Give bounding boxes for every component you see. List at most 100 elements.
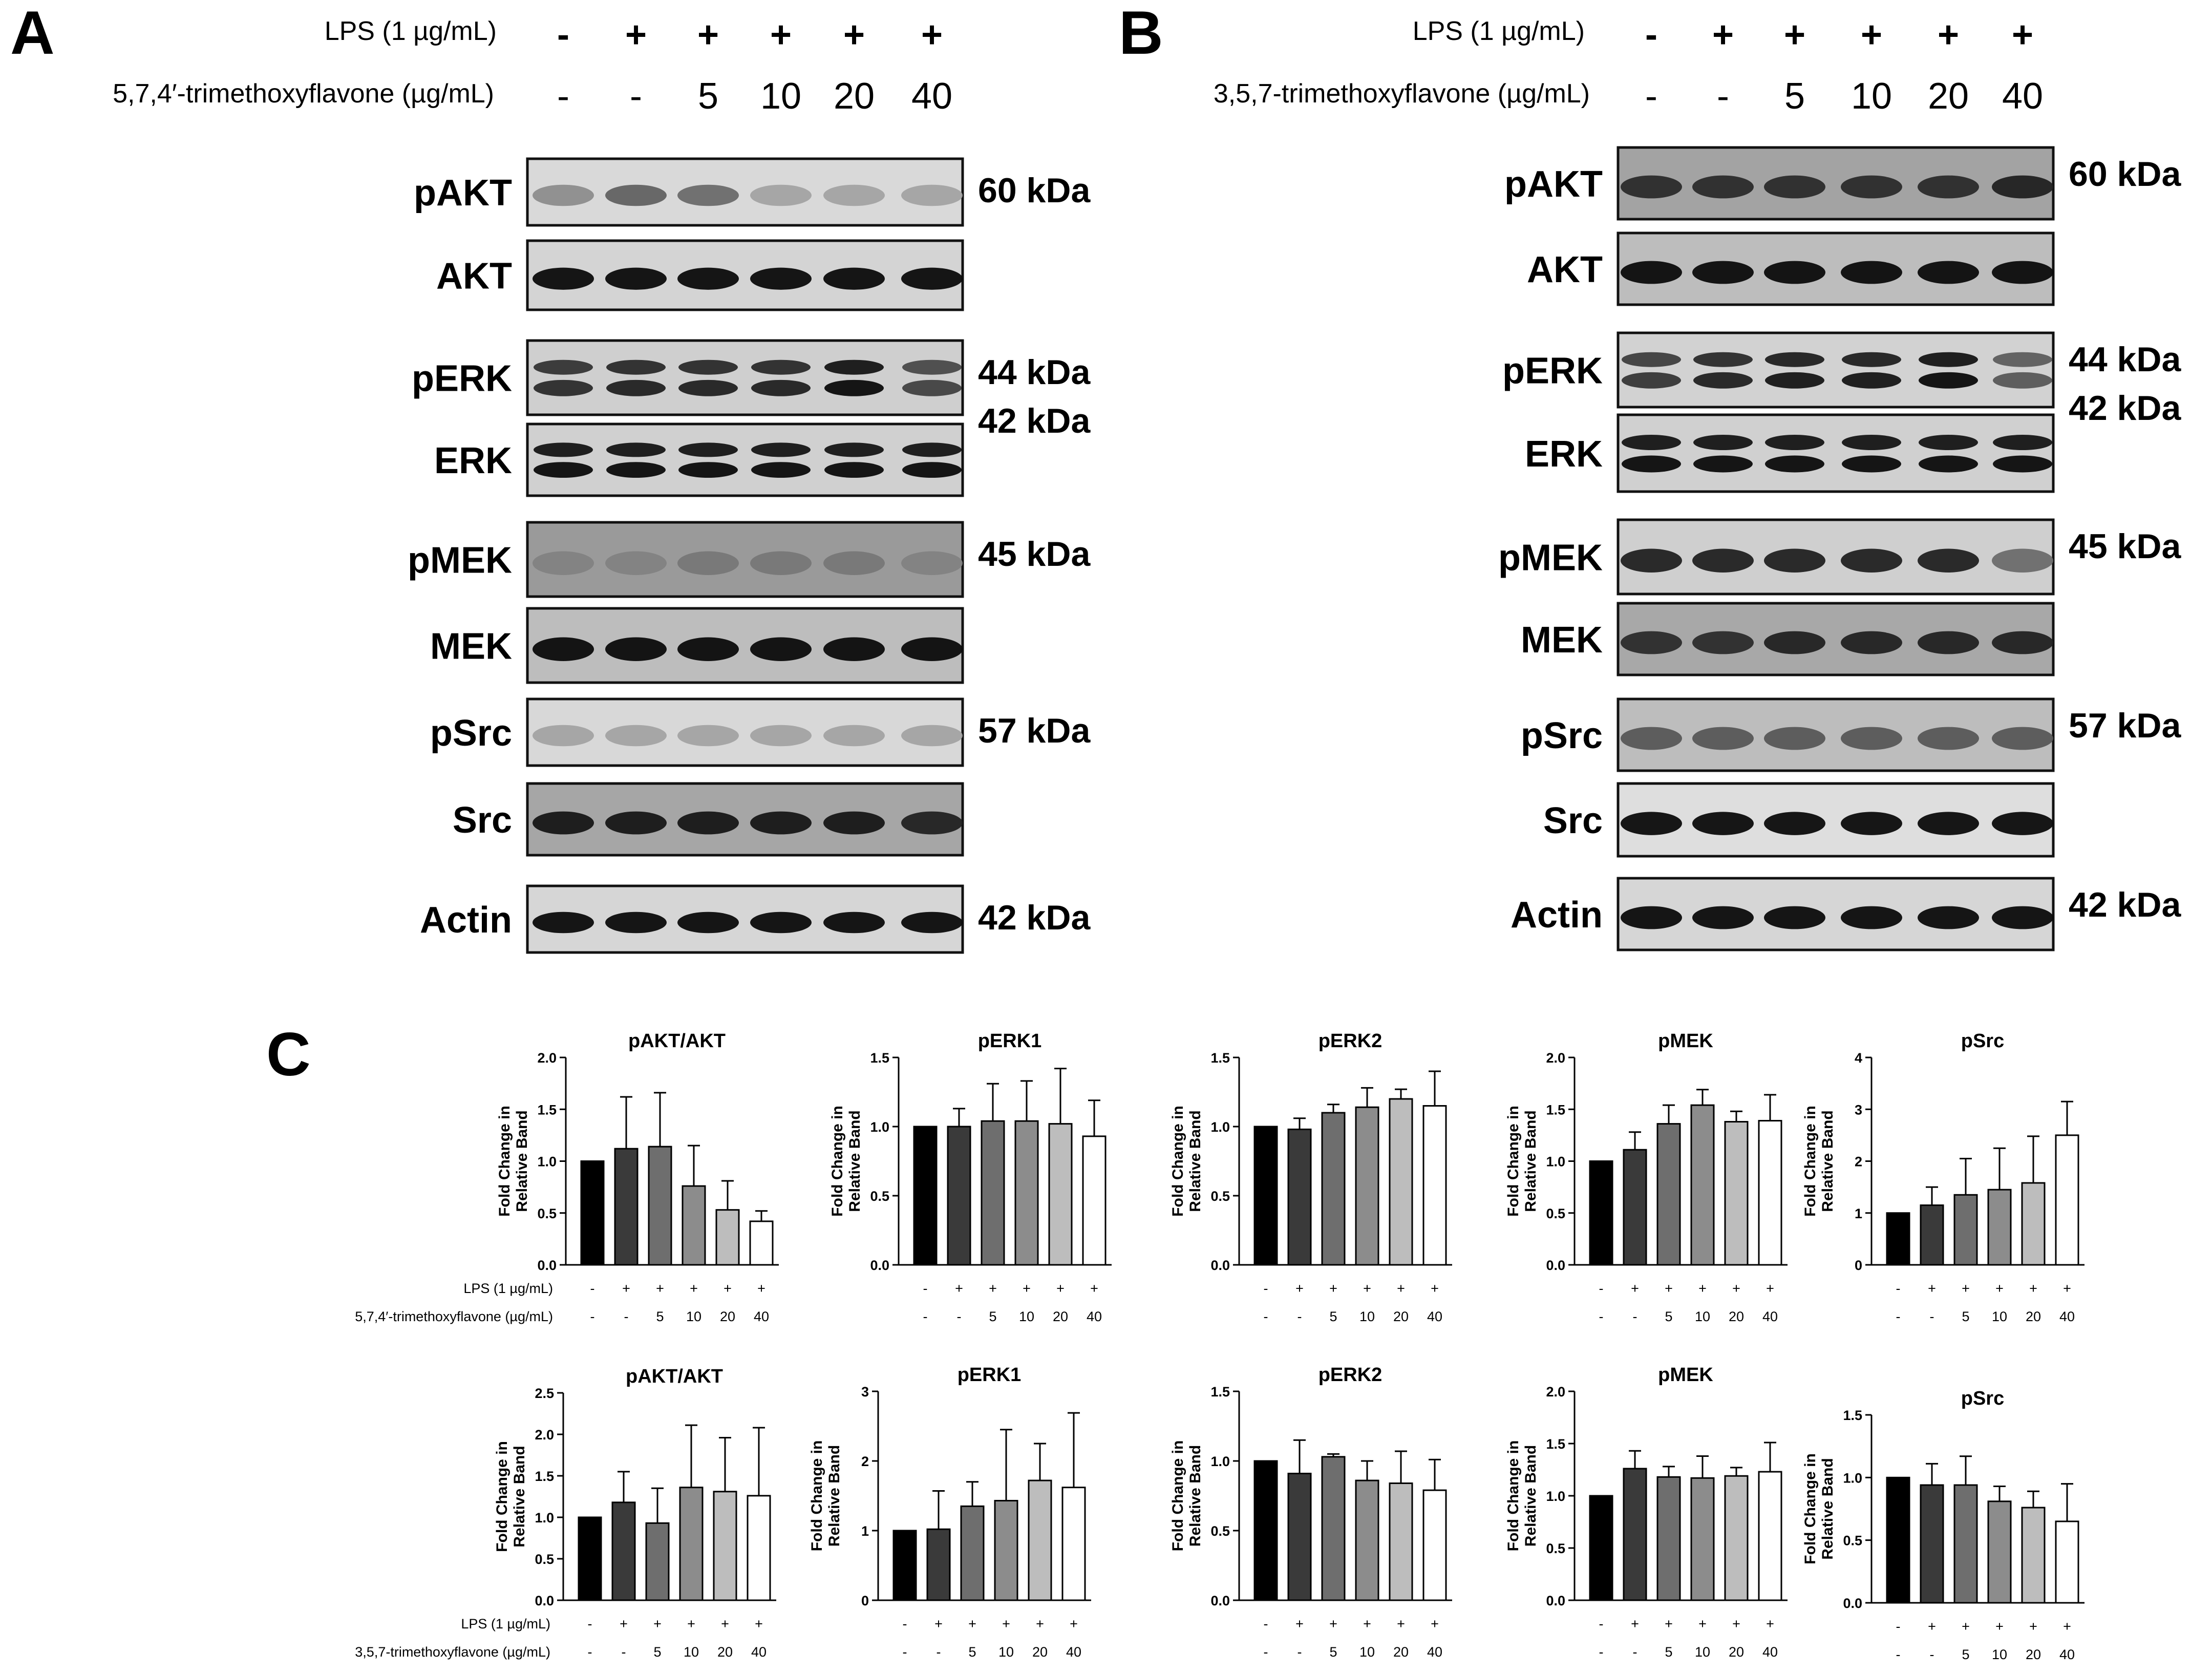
blot-band <box>901 267 963 290</box>
bar <box>1623 1149 1647 1266</box>
blot-band <box>1993 372 2052 389</box>
blot-band <box>534 442 593 457</box>
x-lps-value: + <box>721 1616 729 1631</box>
bar <box>1758 1120 1782 1266</box>
lps-lane-value: + <box>2012 14 2033 55</box>
x-compound-value: 40 <box>1087 1309 1102 1324</box>
bar <box>747 1495 771 1601</box>
blot-band <box>533 811 594 835</box>
x-compound-value: - <box>957 1309 962 1324</box>
x-lps-value: + <box>1766 1281 1774 1296</box>
blot-band <box>605 912 667 934</box>
blot-band <box>901 184 963 206</box>
bar-chart: pERK1 Fold Change inRelative Band 0.0 0.5 1.… <box>829 1030 1112 1324</box>
compound-treatment-label: 5,7,4′-trimethoxyflavone (µg/mL) <box>113 79 494 109</box>
blot-band <box>605 551 667 575</box>
bar <box>1287 1472 1312 1601</box>
blot-band <box>1841 261 1902 284</box>
blot-band <box>1992 548 2053 573</box>
blot-band <box>1841 812 1902 835</box>
x-compound-value: 10 <box>998 1644 1014 1660</box>
x-lps-value: + <box>1090 1281 1098 1296</box>
lps-lane-value: + <box>770 14 792 55</box>
x-lps-value: + <box>1056 1281 1065 1296</box>
compound-lane-value: 10 <box>1851 76 1892 117</box>
blot-band <box>823 912 885 934</box>
blot-protein-label: pAKT <box>1504 164 1603 205</box>
y-axis-label: Fold Change inRelative Band <box>494 1441 528 1552</box>
x-lps-value: - <box>1896 1619 1901 1634</box>
blot-band <box>1693 435 1753 450</box>
blot-band <box>824 359 884 375</box>
blot-background <box>526 339 964 416</box>
y-tick-label: 1.5 <box>1546 1102 1565 1117</box>
bar <box>981 1120 1005 1266</box>
blot-protein-label: pSrc <box>430 713 512 754</box>
x-lps-value: + <box>2063 1281 2071 1296</box>
blot-band <box>751 359 811 375</box>
y-tick-label: 0.5 <box>537 1206 557 1221</box>
x-lps-value: + <box>2063 1619 2071 1634</box>
x-compound-value: 5 <box>1329 1644 1337 1660</box>
x-lps-value: + <box>1363 1616 1371 1631</box>
chart-title: pMEK <box>1658 1030 1713 1052</box>
blot-band <box>1621 727 1682 750</box>
y-axis-label-line1: Fold Change in <box>809 1440 825 1552</box>
bar-chart: pSrc Fold Change inRelative Band 0 1 2 3 4 - - + -… <box>1802 1030 2085 1324</box>
bar <box>1920 1204 1944 1266</box>
y-axis-label: Fold Change inRelative Band <box>809 1440 843 1552</box>
blot-protein-label: pERK <box>412 358 512 399</box>
blot-pmek: pMEK 45 kDa <box>1498 518 2181 596</box>
molecular-weight-label: 42 kDa <box>978 401 1091 440</box>
blot-background <box>526 607 964 684</box>
y-tick-label: 0.0 <box>870 1258 889 1273</box>
blot-background <box>526 697 964 767</box>
x-compound-value: 10 <box>1359 1644 1375 1660</box>
x-lps-value: - <box>1599 1616 1604 1631</box>
panel-letter-c: C <box>266 1020 311 1089</box>
blot-band <box>1918 261 1979 284</box>
x-compound-value: - <box>1896 1309 1901 1324</box>
x-compound-value: 40 <box>1427 1309 1442 1324</box>
blot-band <box>751 462 811 478</box>
x-lps-value: + <box>620 1616 628 1631</box>
blot-band <box>1918 631 1979 654</box>
bar <box>1886 1212 1910 1266</box>
blot-band <box>1764 175 1825 199</box>
blot-band <box>533 637 594 661</box>
panel-a-western-blots: A LPS (1 µg/mL) 5,7,4′-trimethoxyflavone (… <box>10 0 1091 954</box>
blot-band <box>1919 372 1978 389</box>
blot-band <box>750 551 812 575</box>
x-row-label-lps: LPS (1 µg/mL) <box>463 1281 553 1296</box>
blot-band <box>751 442 811 457</box>
bar <box>1287 1128 1312 1266</box>
blot-band <box>605 267 667 290</box>
blot-band <box>1764 548 1825 573</box>
compound-lane-value: 20 <box>1928 76 1969 117</box>
blot-band <box>678 442 738 457</box>
x-compound-value: - <box>937 1644 941 1660</box>
molecular-weight-label: 42 kDa <box>2069 389 2181 428</box>
y-tick-label: 0.5 <box>1843 1533 1862 1549</box>
x-compound-value: - <box>1633 1309 1637 1324</box>
blot-band <box>1693 455 1753 473</box>
bar <box>892 1530 917 1601</box>
bar <box>926 1528 951 1601</box>
lps-lane-value: + <box>1938 14 1959 55</box>
compound-lane-value: - <box>1645 76 1657 117</box>
x-compound-value: - <box>1298 1644 1302 1660</box>
x-lps-value: + <box>1995 1619 2004 1634</box>
blot-band <box>901 637 963 661</box>
x-lps-value: + <box>1631 1616 1639 1631</box>
y-tick-label: 2.5 <box>535 1386 554 1401</box>
y-axis-label-line2: Relative Band <box>1187 1445 1204 1546</box>
x-compound-value: - <box>590 1309 595 1324</box>
y-axis-label-line1: Fold Change in <box>1169 1440 1186 1552</box>
blot-band <box>1765 455 1824 473</box>
bar <box>1724 1475 1749 1601</box>
bar <box>947 1126 971 1266</box>
blot-band <box>1621 906 1682 929</box>
bar <box>715 1209 740 1266</box>
blot-src: Src <box>1543 782 2055 858</box>
chart-title: pERK1 <box>958 1364 1022 1386</box>
